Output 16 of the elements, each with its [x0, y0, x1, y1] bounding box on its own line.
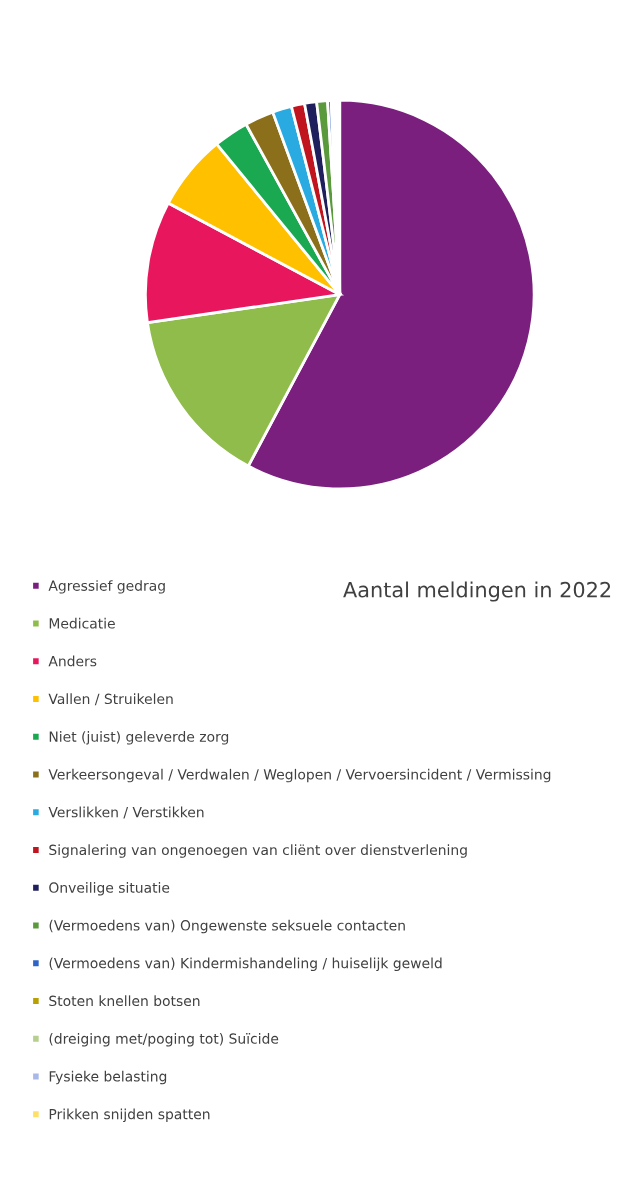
text: Aantal meldingen in 2022	[343, 581, 611, 602]
legend-label: Prikken snijden spatten	[49, 1108, 210, 1123]
legend-label: Signalering van ongenoegen van cliënt over dienstverlening	[49, 844, 467, 858]
legend-label: Fysieke belasting	[49, 1070, 167, 1085]
legend-label: Medicatie	[49, 617, 115, 629]
legend-label: Verkeersongeval / Verdwalen / Weglopen / Vervoersincident / Vermissing	[48, 768, 551, 783]
legend-label: (Vermoedens van) Kindermishandeling / huiselijk geweld	[49, 957, 442, 972]
legend-label: Verslikken / Verstikken	[48, 806, 204, 819]
legend-label: Stoten knellen botsen	[49, 995, 200, 1007]
legend-label: (dreiging met/poging tot) Suïcide	[49, 1033, 279, 1047]
legend-label: Niet (juist) geleverde zorg	[49, 731, 229, 745]
legend-label: (Vermoedens van) Ongewenste seksuele contacten	[49, 919, 405, 934]
legend-label: Anders	[48, 655, 97, 667]
legend-label: Agressief gedrag	[48, 580, 165, 594]
legend-label: Vallen / Struikelen	[48, 693, 173, 706]
legend-label: Onveilige situatie	[49, 882, 170, 896]
